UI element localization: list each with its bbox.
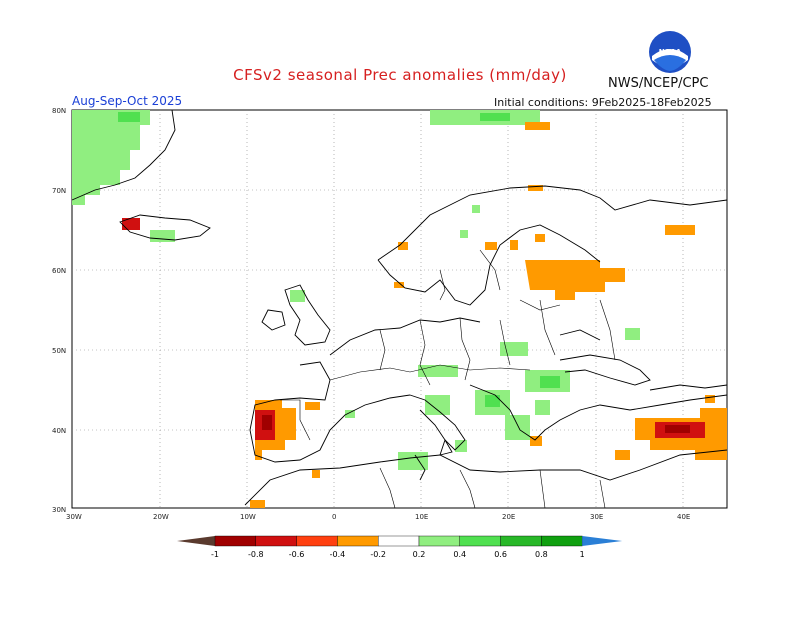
lon-label-20w: 20W xyxy=(153,513,169,521)
lon-label-30w: 30W xyxy=(66,513,82,521)
anomaly-shading xyxy=(72,110,727,508)
lat-label-30n: 30N xyxy=(52,506,66,514)
colorbar-arrow-right xyxy=(582,536,623,546)
noaa-logo-text: NOAA xyxy=(659,48,682,56)
colorbar-segment xyxy=(337,535,379,547)
colorbar-arrow-left xyxy=(177,536,215,546)
lat-label-80n: 80N xyxy=(52,107,66,115)
lat-label-40n: 40N xyxy=(52,427,66,435)
colorbar-segment xyxy=(296,535,338,547)
country-borders xyxy=(280,249,616,509)
colorbar-tick-label: 0.6 xyxy=(494,550,507,559)
lat-label-50n: 50N xyxy=(52,347,66,355)
colorbar-tick-label: -1 xyxy=(211,550,219,559)
colorbar-tick-label: -0.4 xyxy=(330,550,346,559)
colorbar-tick-label: 1 xyxy=(580,550,585,559)
lon-label-20e: 20E xyxy=(502,513,515,521)
colorbar-segment xyxy=(255,535,297,547)
lon-label-0: 0 xyxy=(332,513,336,521)
agency-label: NWS/NCEP/CPC xyxy=(608,76,709,91)
colorbar-segment xyxy=(214,535,256,547)
coastlines xyxy=(71,109,728,506)
map-frame xyxy=(71,109,728,509)
noaa-logo: NOAA xyxy=(648,30,692,74)
lat-label-70n: 70N xyxy=(52,187,66,195)
initial-conditions-label: Initial conditions: 9Feb2025-18Feb2025 xyxy=(494,96,712,109)
colorbar-segment xyxy=(500,535,542,547)
colorbar-segment xyxy=(541,535,583,547)
colorbar-tick-label: -0.8 xyxy=(248,550,264,559)
lon-label-40e: 40E xyxy=(677,513,690,521)
season-label: Aug-Sep-Oct 2025 xyxy=(72,94,183,108)
colorbar-tick-label: 0.2 xyxy=(413,550,426,559)
colorbar-tick-label: 0.8 xyxy=(535,550,548,559)
colorbar-tick-label: -0.2 xyxy=(370,550,386,559)
lon-label-10w: 10W xyxy=(240,513,256,521)
lat-labels: 80N 70N 60N 50N 40N 30N xyxy=(52,107,66,514)
colorbar-tick-label: 0.4 xyxy=(453,550,466,559)
colorbar-tick-label: -0.6 xyxy=(289,550,305,559)
chart-title: CFSv2 seasonal Prec anomalies (mm/day) xyxy=(233,66,567,84)
lon-labels: 30W 20W 10W 0 10E 20E 30E 40E xyxy=(66,513,690,521)
colorbar-segment xyxy=(378,535,420,547)
lon-label-10e: 10E xyxy=(415,513,428,521)
lon-label-30e: 30E xyxy=(590,513,603,521)
lat-label-60n: 60N xyxy=(52,267,66,275)
colorbar-segment xyxy=(459,535,501,547)
colorbar-segment xyxy=(418,535,460,547)
colorbar: -1 -0.8 -0.6 -0.4 -0.2 0.2 0.4 0.6 0.8 1 xyxy=(177,535,623,559)
